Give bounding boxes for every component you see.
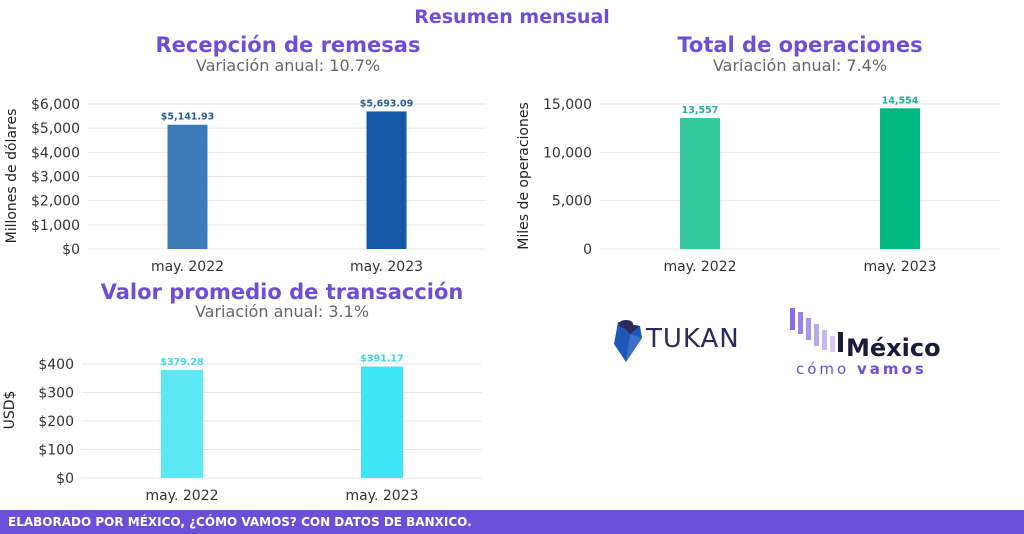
y-tick-label: 0 <box>583 242 592 258</box>
y-axis-label: Miles de operaciones <box>516 102 532 250</box>
y-axis-label: Millones de dólares <box>4 109 20 244</box>
data-label: $379.28 <box>160 357 204 368</box>
y-tick-label: $5,000 <box>31 121 80 137</box>
y-axis-label: USD$ <box>2 391 18 430</box>
y-tick-label: $0 <box>62 242 80 258</box>
chart-title-valor-promedio: Valor promedio de transacción <box>100 280 464 304</box>
y-tick-label: $3,000 <box>31 170 80 186</box>
y-tick-label: $100 <box>38 443 74 459</box>
y-tick-label: 10,000 <box>543 145 592 161</box>
y-tick-label: $300 <box>38 386 74 402</box>
chart-title-operaciones: Total de operaciones <box>677 33 923 57</box>
mexico-como-vamos-logo: México cómo vamos <box>788 306 968 378</box>
data-label: $391.17 <box>360 354 403 365</box>
y-tick-label: $400 <box>38 357 74 373</box>
data-label: $5,141.93 <box>161 112 215 123</box>
tukan-logo: TUKAN <box>612 310 742 366</box>
bar <box>366 111 407 249</box>
x-tick-label: may. 2023 <box>350 259 423 275</box>
data-label: 13,557 <box>682 105 719 116</box>
bar <box>161 369 203 478</box>
x-tick-label: may. 2022 <box>663 259 736 275</box>
y-tick-label: $2,000 <box>31 194 80 210</box>
toucan-icon <box>614 320 642 362</box>
y-tick-label: $0 <box>56 471 74 487</box>
x-tick-label: may. 2022 <box>145 488 218 504</box>
y-tick-label: 15,000 <box>543 97 592 113</box>
y-tick-label: $6,000 <box>31 97 80 113</box>
bar <box>680 117 720 249</box>
x-tick-label: may. 2023 <box>863 259 936 275</box>
bar <box>167 124 208 249</box>
data-label: $5,693.09 <box>360 98 414 109</box>
chart-subtitle-remesas: Variación anual: 10.7% <box>195 56 381 75</box>
tukan-logo-text: TUKAN <box>646 324 740 354</box>
y-tick-label: 5,000 <box>552 194 592 210</box>
y-tick-label: $1,000 <box>31 218 80 234</box>
mexico-logo-text: México <box>846 334 941 362</box>
x-tick-label: may. 2022 <box>151 259 224 275</box>
como-vamos-logo-text: cómo vamos <box>796 360 927 378</box>
y-tick-label: $200 <box>38 414 74 430</box>
chart-subtitle-valor-promedio: Variación anual: 3.1% <box>194 302 370 321</box>
x-tick-label: may. 2023 <box>345 488 418 504</box>
bars-icon <box>790 308 843 352</box>
bar <box>880 108 920 249</box>
y-tick-label: $4,000 <box>31 145 80 161</box>
chart-title-remesas: Recepción de remesas <box>155 33 421 57</box>
page-title: Resumen mensual <box>414 6 610 28</box>
data-label: 14,554 <box>882 95 919 106</box>
footer-credit: ELABORADO POR MÉXICO, ¿CÓMO VAMOS? CON D… <box>0 510 1024 534</box>
chart-subtitle-operaciones: Variación anual: 7.4% <box>712 56 888 75</box>
bar <box>361 366 403 478</box>
